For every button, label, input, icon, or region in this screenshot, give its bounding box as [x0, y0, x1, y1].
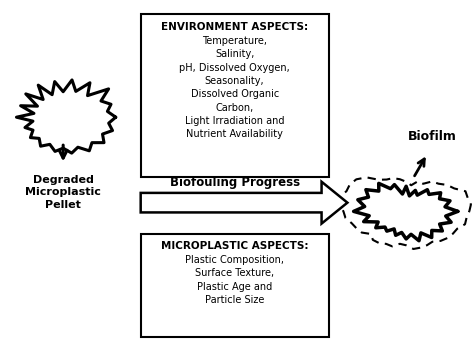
Text: Degraded
Microplastic
Pellet: Degraded Microplastic Pellet [25, 175, 101, 210]
Text: Temperature,
Salinity,
pH, Dissolved Oxygen,
Seasonality,
Dissolved Organic
Carb: Temperature, Salinity, pH, Dissolved Oxy… [179, 36, 290, 139]
Text: Biofilm: Biofilm [408, 130, 456, 143]
Text: MICROPLASTIC ASPECTS:: MICROPLASTIC ASPECTS: [161, 241, 309, 251]
Polygon shape [141, 182, 347, 223]
Text: Plastic Composition,
Surface Texture,
Plastic Age and
Particle Size: Plastic Composition, Surface Texture, Pl… [185, 255, 284, 305]
FancyBboxPatch shape [141, 14, 328, 176]
FancyBboxPatch shape [141, 234, 328, 337]
Text: ENVIRONMENT ASPECTS:: ENVIRONMENT ASPECTS: [161, 22, 308, 32]
Text: Biofouling Progress: Biofouling Progress [170, 176, 300, 190]
